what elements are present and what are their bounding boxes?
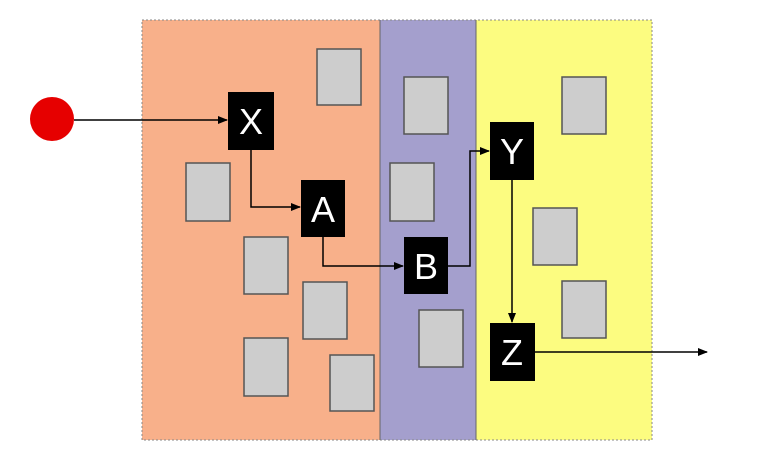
- grey-box: [389, 162, 435, 222]
- node-y-label: Y: [500, 131, 524, 172]
- node-b: B: [404, 237, 448, 294]
- grey-box: [185, 162, 231, 222]
- node-z: Z: [490, 323, 535, 381]
- start-point: [30, 97, 74, 141]
- edge-b-to-y: [448, 147, 490, 267]
- node-a: A: [301, 180, 345, 237]
- connectors: [74, 116, 708, 356]
- grey-box: [403, 76, 449, 135]
- grey-box: [316, 48, 362, 106]
- grey-box: [561, 76, 607, 135]
- grey-box: [418, 309, 464, 368]
- grey-box: [561, 280, 607, 339]
- grey-box: [532, 207, 578, 266]
- node-z-label: Z: [501, 332, 523, 373]
- grey-box: [302, 281, 348, 340]
- node-x: X: [228, 92, 274, 150]
- grey-box: [243, 337, 289, 397]
- grey-box: [329, 354, 375, 412]
- node-y: Y: [490, 122, 534, 180]
- grey-box: [243, 236, 289, 295]
- edge-a-to-b: [322, 237, 404, 270]
- node-a-label: A: [311, 189, 335, 230]
- node-x-label: X: [239, 101, 263, 142]
- node-b-label: B: [414, 246, 438, 287]
- diagram-frame: [141, 19, 653, 441]
- edge-x-to-a: [250, 150, 301, 211]
